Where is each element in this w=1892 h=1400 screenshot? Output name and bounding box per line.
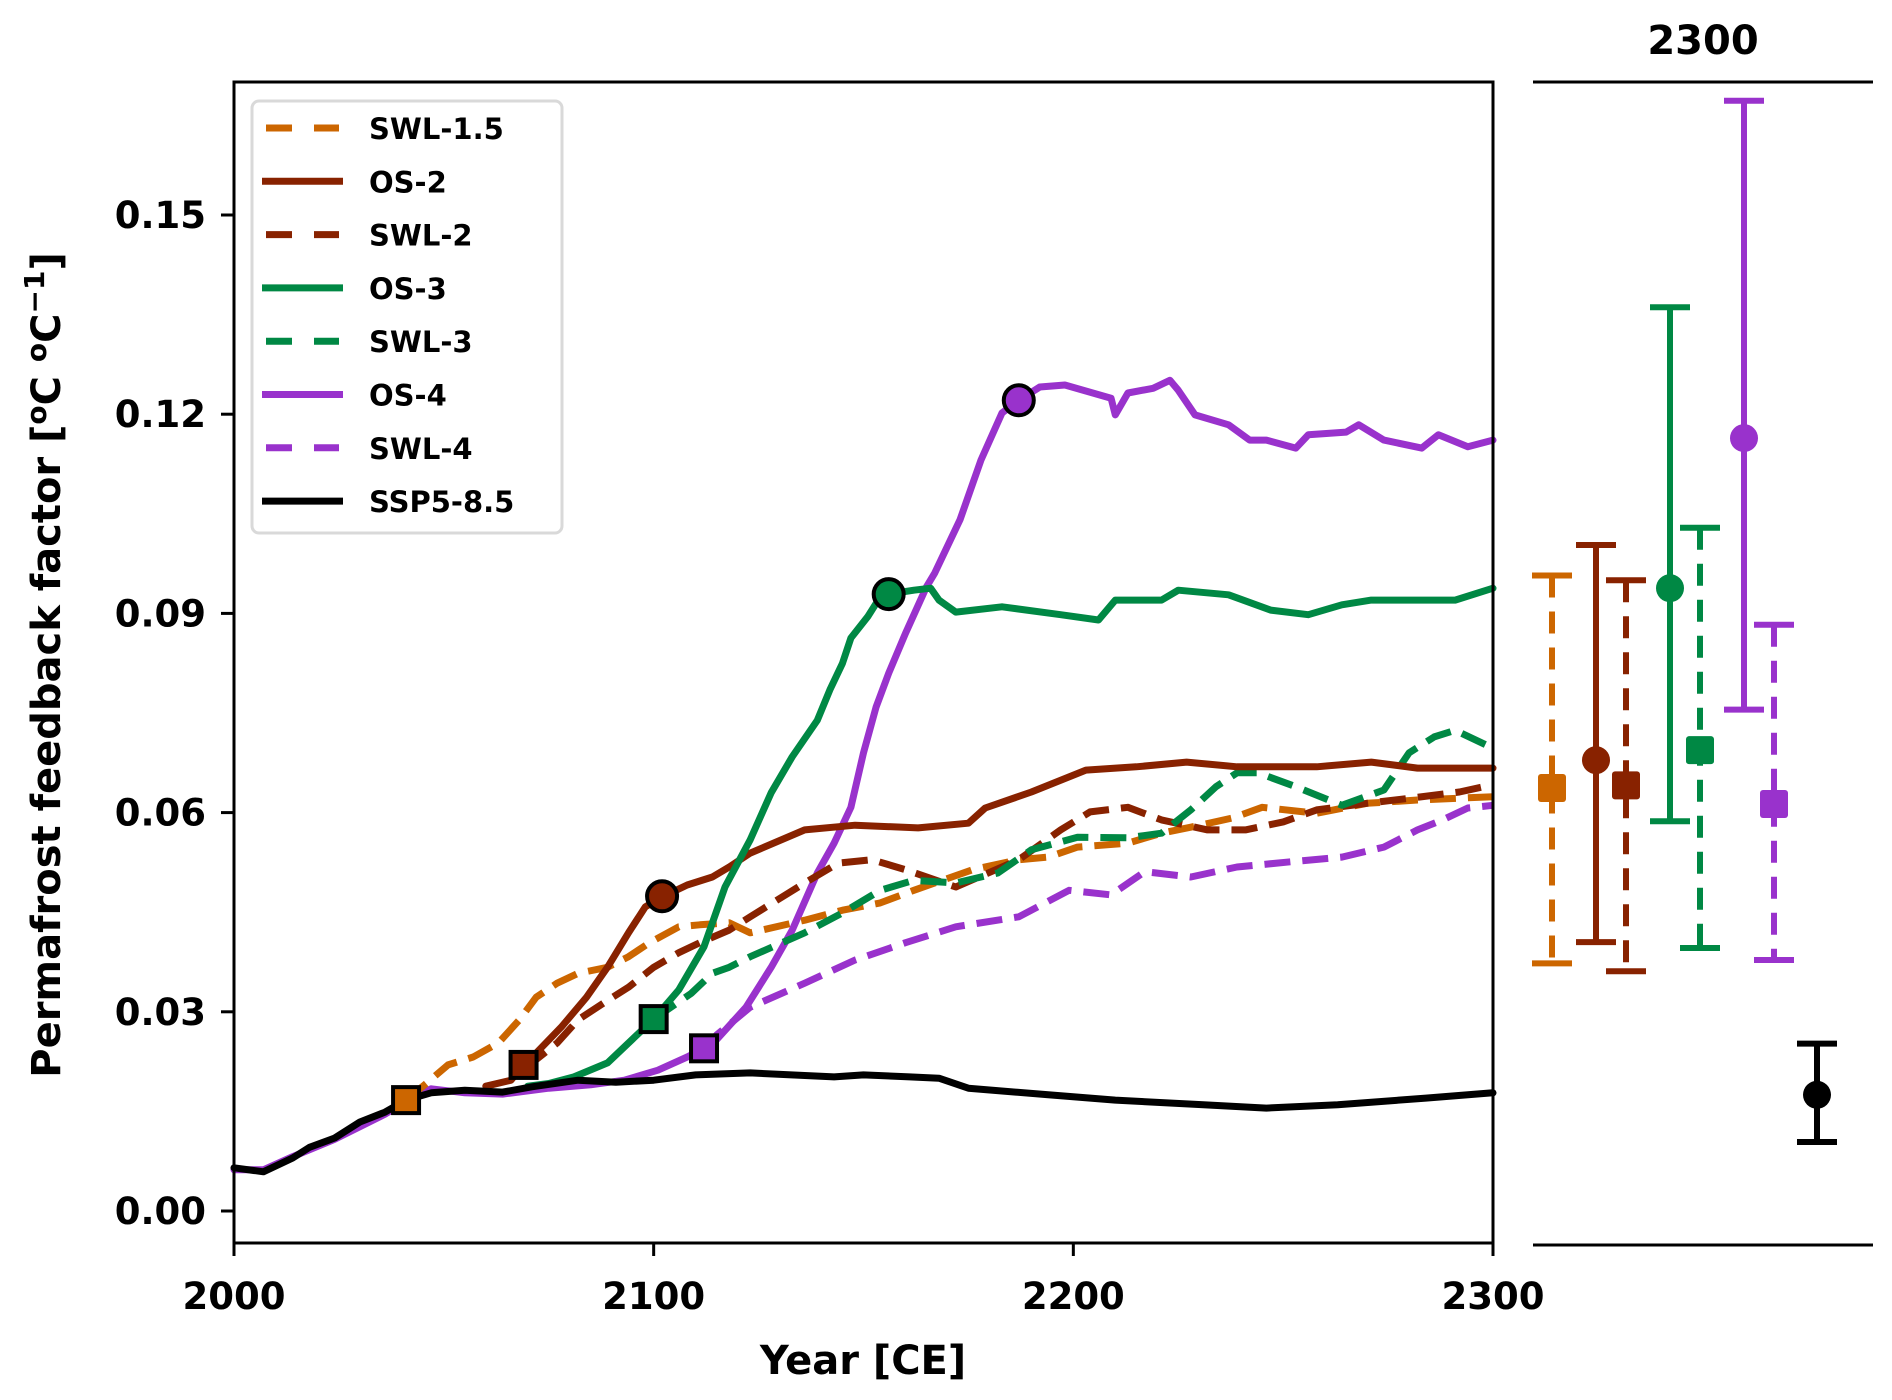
y-tick-label: 0.09 bbox=[115, 592, 206, 635]
legend-item-swl-4: SWL-4 bbox=[266, 432, 473, 466]
errorbar-marker-circle bbox=[1803, 1080, 1831, 1109]
x-tick-label: 2300 bbox=[1442, 1275, 1545, 1318]
series-line-swl-3 bbox=[651, 726, 1495, 1022]
errorbar-os-2 bbox=[1576, 542, 1616, 946]
side-panel-title: 2300 bbox=[1647, 18, 1758, 64]
series-line-ssp5-8-5 bbox=[230, 1069, 1497, 1176]
y-axis-label: Permafrost feedback factor [oC oC−1] bbox=[18, 252, 70, 1077]
errorbar-marker-circle bbox=[1656, 574, 1684, 603]
x-axis: 2000 2100 2200 2300 bbox=[183, 1243, 1545, 1318]
errorbar-swl-4 bbox=[1754, 621, 1794, 964]
main-axes-frame bbox=[232, 80, 1495, 1245]
x-axis-label: Year [CE] bbox=[759, 1338, 966, 1384]
legend-item-swl-2: SWL-2 bbox=[266, 219, 473, 253]
errorbar-swl-3 bbox=[1680, 524, 1720, 952]
legend-item-swl-1-5: SWL-1.5 bbox=[266, 112, 504, 146]
series-line-swl-1-5 bbox=[403, 793, 1494, 1103]
legend-label: OS-2 bbox=[369, 165, 447, 199]
series-line-os-3 bbox=[524, 584, 1497, 1090]
legend-label: SWL-3 bbox=[369, 325, 473, 359]
legend-item-os-4: OS-4 bbox=[262, 379, 447, 413]
legend-label: SWL-1.5 bbox=[369, 112, 504, 146]
y-axis: 0.00 0.03 0.06 0.09 0.12 0.15 bbox=[115, 194, 234, 1233]
legend-label: OS-3 bbox=[369, 272, 447, 306]
y-axis-label-exponent: −1 bbox=[18, 271, 51, 314]
y-tick-label: 0.06 bbox=[115, 792, 206, 835]
errorbar-marker-circle bbox=[1730, 424, 1758, 453]
legend-item-os-2: OS-2 bbox=[262, 165, 447, 199]
marker-circle-os-4 bbox=[1001, 383, 1036, 418]
y-tick-label: 0.12 bbox=[115, 393, 206, 436]
legend-label: OS-4 bbox=[369, 379, 447, 413]
errorbar-ssp5-8-5 bbox=[1797, 1040, 1837, 1145]
legend-item-ssp5-8-5: SSP5-8.5 bbox=[262, 485, 514, 519]
series-line-swl-4 bbox=[701, 801, 1494, 1051]
y-axis-label-end: ] bbox=[24, 252, 70, 270]
legend-label: SWL-4 bbox=[369, 432, 473, 466]
errorbar-swl-2 bbox=[1606, 577, 1646, 975]
marker-circle-os-3 bbox=[871, 577, 906, 612]
x-tick-label: 2000 bbox=[183, 1275, 286, 1318]
legend: SWL-1.5 OS-2 SWL-2 OS-3 SWL-3 OS-4 SWL-4 SSP5-8… bbox=[250, 99, 564, 535]
marker-layer bbox=[391, 383, 1036, 1116]
legend-item-swl-3: SWL-3 bbox=[266, 325, 473, 359]
legend-label: SSP5-8.5 bbox=[369, 485, 514, 519]
legend-label: SWL-2 bbox=[369, 219, 473, 253]
errorbar-marker-circle bbox=[1582, 746, 1610, 775]
y-axis-label-degree-2: o bbox=[20, 343, 53, 362]
series-line-swl-2 bbox=[522, 781, 1494, 1069]
errorbar-os-4 bbox=[1724, 97, 1764, 713]
series-line-os-2 bbox=[482, 758, 1497, 1090]
errorbar-swl-1-5 bbox=[1532, 572, 1572, 967]
y-axis-label-unit-2: C bbox=[24, 313, 70, 342]
x-tick-label: 2200 bbox=[1022, 1275, 1125, 1318]
errorbar-os-3 bbox=[1650, 304, 1690, 825]
marker-square-os-2 bbox=[508, 1049, 539, 1080]
legend-item-os-3: OS-3 bbox=[262, 272, 447, 306]
marker-square-os-3 bbox=[638, 1004, 669, 1035]
marker-square-swl-1-5 bbox=[391, 1085, 422, 1116]
legend-frame bbox=[250, 99, 564, 535]
y-axis-label-main: Permafrost feedback factor [ bbox=[24, 425, 70, 1078]
errorbar-marker-square bbox=[1612, 771, 1640, 800]
y-axis-label-unit: C bbox=[24, 362, 70, 405]
errorbar-marker-square bbox=[1760, 789, 1788, 818]
y-tick-label: 0.03 bbox=[115, 991, 206, 1034]
y-tick-label: 0.00 bbox=[115, 1190, 206, 1233]
side-panel bbox=[1532, 97, 1837, 1145]
y-axis-label-degree: o bbox=[20, 405, 53, 424]
errorbar-marker-square bbox=[1538, 774, 1566, 803]
x-tick-label: 2100 bbox=[602, 1275, 705, 1318]
y-tick-label: 0.15 bbox=[115, 194, 206, 237]
marker-circle-os-2 bbox=[645, 879, 680, 914]
errorbar-marker-square bbox=[1686, 736, 1714, 765]
marker-square-os-4 bbox=[689, 1033, 720, 1064]
